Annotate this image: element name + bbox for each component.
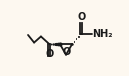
Text: O: O — [63, 47, 71, 57]
Text: O: O — [45, 49, 53, 59]
Text: O: O — [77, 12, 85, 22]
Text: NH₂: NH₂ — [92, 29, 113, 39]
